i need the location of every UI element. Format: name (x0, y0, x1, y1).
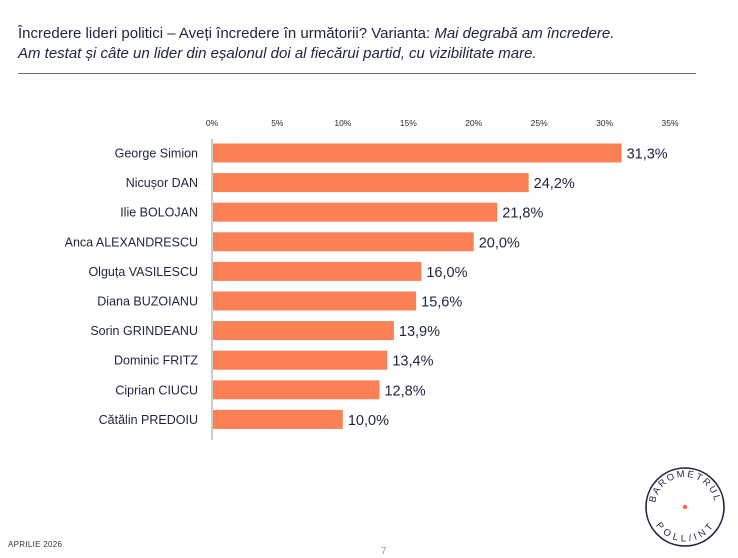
footer-date: APRILIE 2026 (8, 540, 63, 549)
bar (213, 291, 417, 311)
bar (213, 350, 388, 370)
x-tick-label: 25% (531, 118, 548, 128)
bar (213, 261, 422, 281)
x-tick-label: 5% (271, 118, 284, 128)
bar (213, 321, 394, 341)
logo-text-top: BAROMETRUL (647, 469, 722, 504)
x-tick-label: 20% (465, 118, 482, 128)
bar (213, 409, 343, 429)
bar (213, 202, 498, 222)
category-label: Ciprian CIUCU (115, 383, 198, 397)
data-label: 15,6% (421, 295, 462, 311)
category-label: Cătălin PREDOIU (99, 413, 198, 427)
category-label: George Simion (115, 147, 198, 161)
title-main: Încredere lideri politici – Aveți încred… (18, 25, 435, 42)
data-label: 13,4% (392, 354, 433, 370)
category-label: Olguța VASILESCU (88, 265, 198, 279)
data-label: 12,8% (384, 383, 425, 399)
data-label: 16,0% (426, 265, 467, 281)
bar (213, 232, 474, 252)
bar (213, 143, 622, 163)
bar (213, 380, 380, 400)
data-label: 21,8% (502, 206, 543, 222)
data-label: 24,2% (534, 176, 575, 192)
data-label: 20,0% (479, 235, 520, 251)
x-tick-label: 30% (596, 118, 613, 128)
page-number: 7 (381, 546, 387, 557)
barometrul-logo: BAROMETRUL POLL/INT (645, 467, 725, 547)
x-tick-label: 10% (334, 118, 351, 128)
bar-chart: 0% 5% 10% 15% 20% 25% 30% 35% George Simion 31,3%… (65, 118, 679, 440)
logo-ring (645, 467, 725, 547)
data-label: 31,3% (627, 147, 668, 163)
data-label: 13,9% (399, 324, 440, 340)
bar (213, 173, 529, 193)
category-label: Dominic FRITZ (114, 354, 198, 368)
category-label: Nicușor DAN (126, 176, 198, 190)
x-tick-label: 15% (400, 118, 417, 128)
x-tick-label: 0% (206, 118, 219, 128)
x-tick-label: 35% (661, 118, 678, 128)
logo-text-bottom: POLL/INT (653, 520, 717, 544)
logo-dot (682, 504, 688, 510)
title-divider (18, 73, 696, 74)
chart-title: Încredere lideri politici – Aveți încred… (18, 24, 708, 64)
category-label: Anca ALEXANDRESCU (65, 235, 198, 249)
category-label: Ilie BOLOJAN (120, 206, 198, 220)
category-label: Diana BUZOIANU (97, 295, 198, 309)
subtitle: Am testat și câte un lider din eșalonul … (18, 45, 537, 62)
category-label: Sorin GRINDEANU (90, 324, 198, 338)
data-label: 10,0% (348, 413, 389, 429)
title-italic: Mai degrabă am încredere. (434, 25, 615, 42)
